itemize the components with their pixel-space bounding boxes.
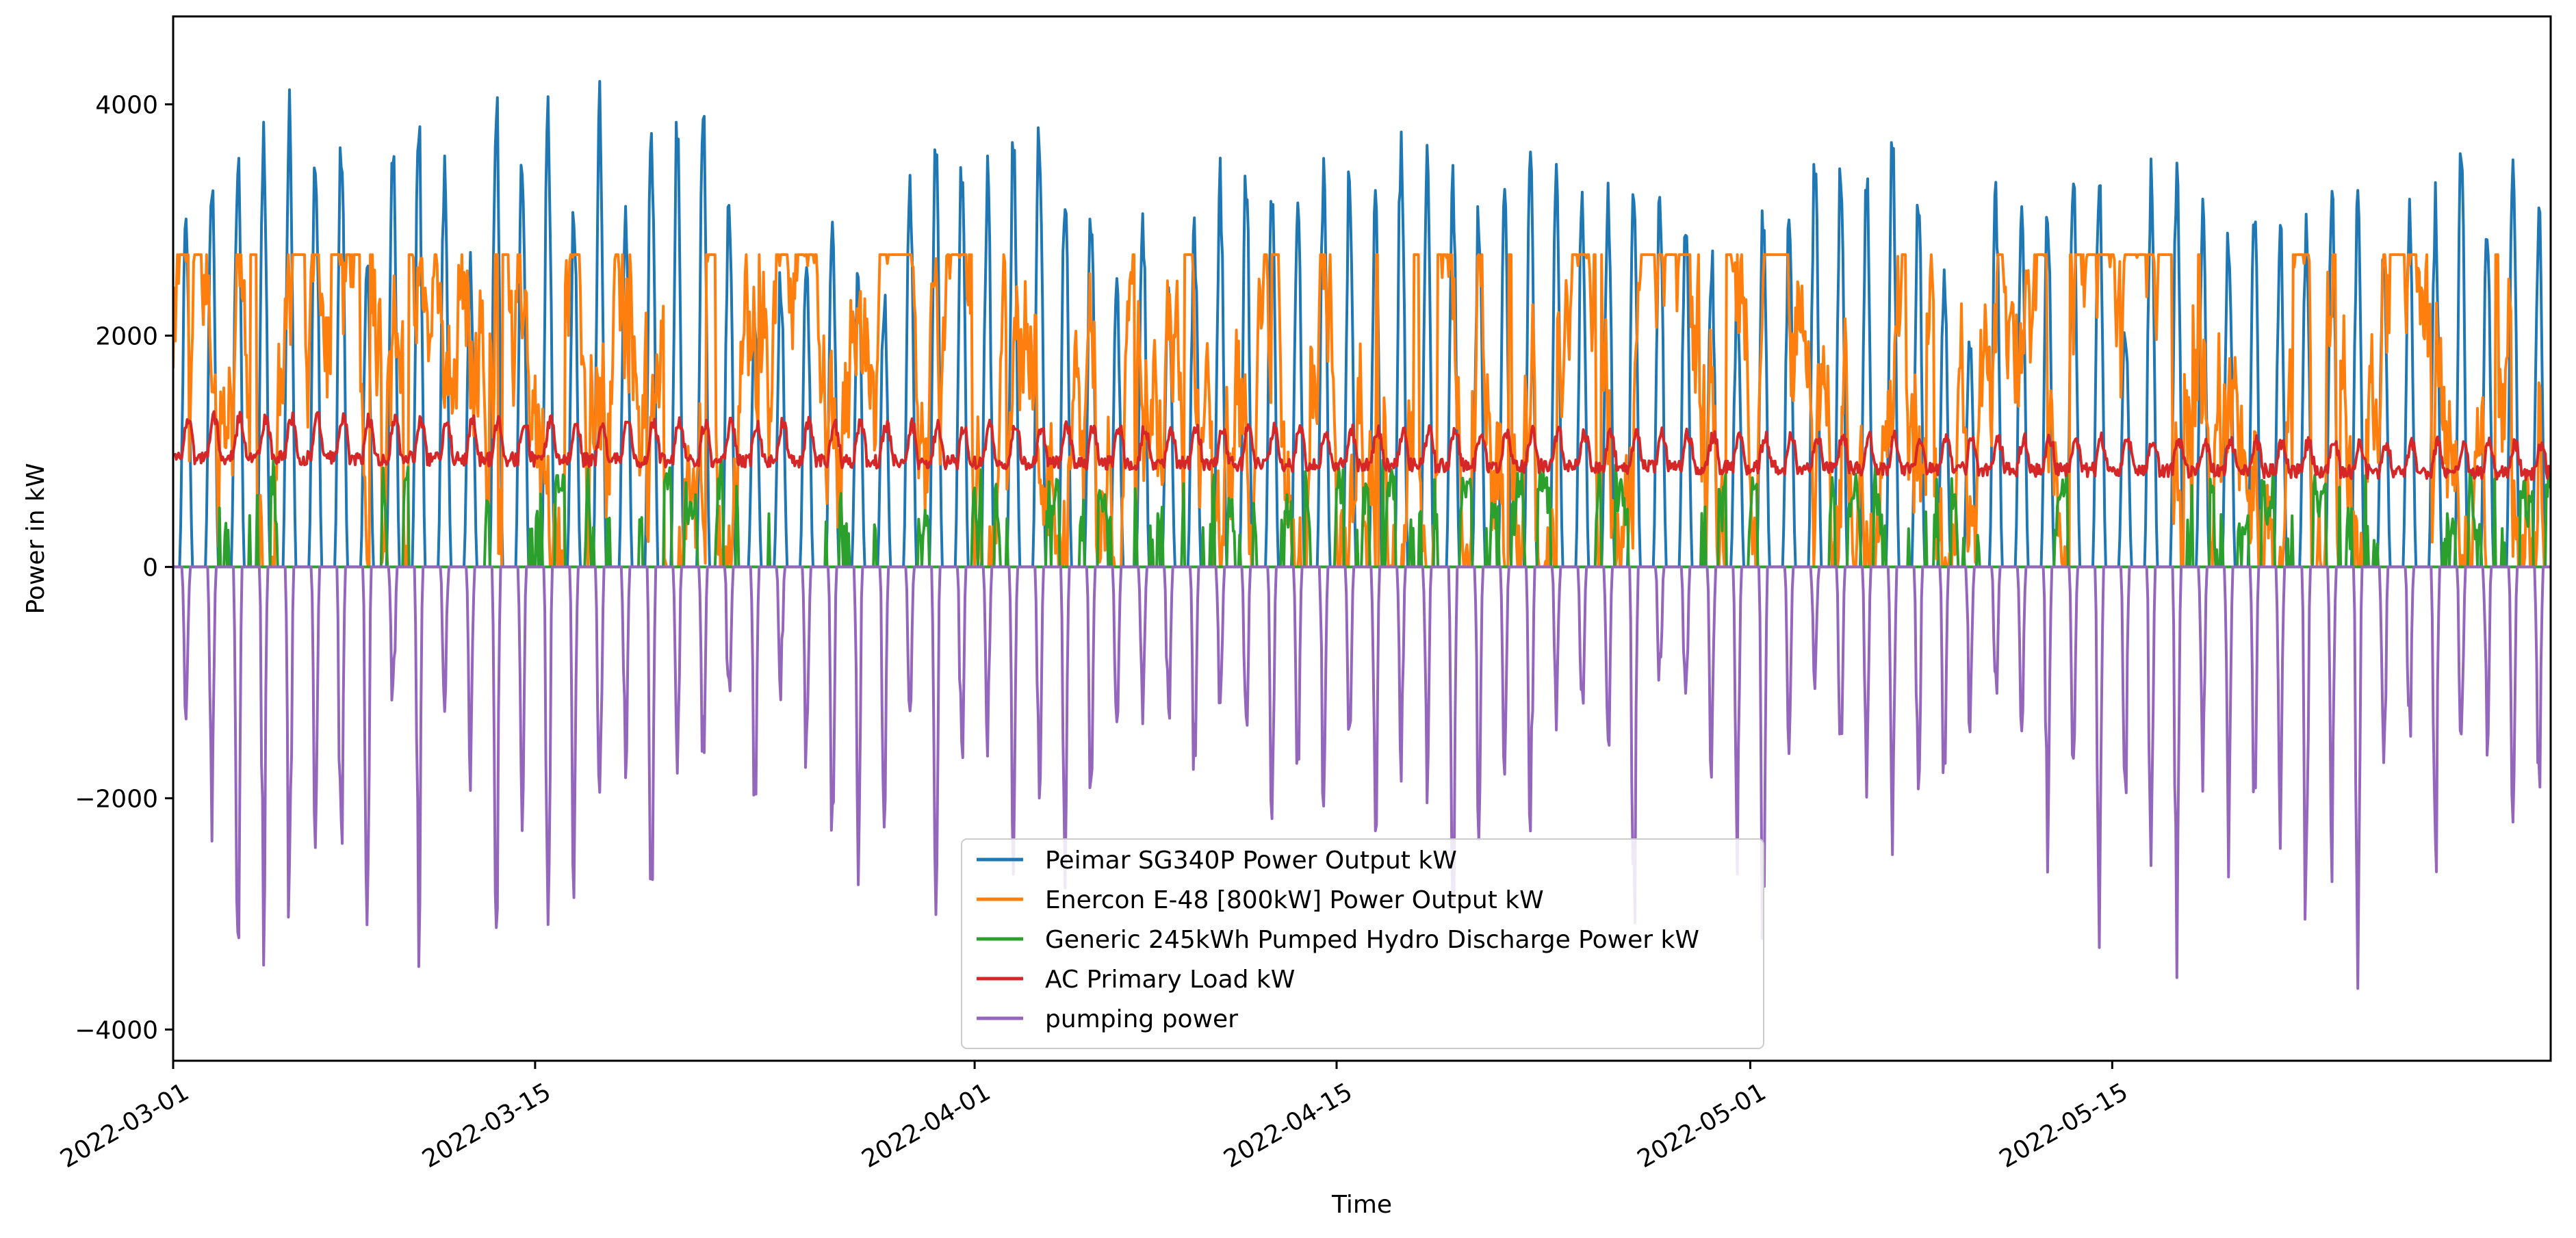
legend-label: Peimar SG340P Power Output kW <box>1045 847 1457 875</box>
pumping-series <box>173 565 2551 990</box>
x-tick-label: 2022-05-01 <box>1633 1078 1771 1174</box>
y-tick-label: −2000 <box>75 785 158 813</box>
x-tick-label: 2022-05-15 <box>1995 1078 2133 1174</box>
y-axis-label: Power in kW <box>22 463 50 615</box>
wind-series <box>173 253 2551 569</box>
load-series <box>173 410 2551 481</box>
x-tick-label: 2022-03-01 <box>55 1078 194 1174</box>
legend: Peimar SG340P Power Output kW Enercon E-4… <box>961 838 1764 1049</box>
y-tick-label: −4000 <box>75 1016 158 1044</box>
series-layer <box>173 79 2551 990</box>
legend-label: Generic 245kWh Pumped Hydro Discharge Po… <box>1045 926 1699 954</box>
axes-frame <box>172 15 2552 1062</box>
y-tick-label: 4000 <box>95 91 158 119</box>
x-tick-label: 2022-04-01 <box>857 1078 995 1174</box>
legend-label: pumping power <box>1045 1005 1238 1033</box>
legend-box <box>961 838 1764 1049</box>
x-axis-label: Time <box>1331 1191 1392 1219</box>
legend-label: AC Primary Load kW <box>1045 966 1295 994</box>
y-tick-label: 0 <box>142 554 158 582</box>
legend-label: Enercon E-48 [800kW] Power Output kW <box>1045 886 1544 914</box>
x-tick-label: 2022-03-15 <box>417 1078 556 1174</box>
x-tick-label: 2022-04-15 <box>1219 1078 1357 1174</box>
y-tick-label: 2000 <box>95 322 158 350</box>
